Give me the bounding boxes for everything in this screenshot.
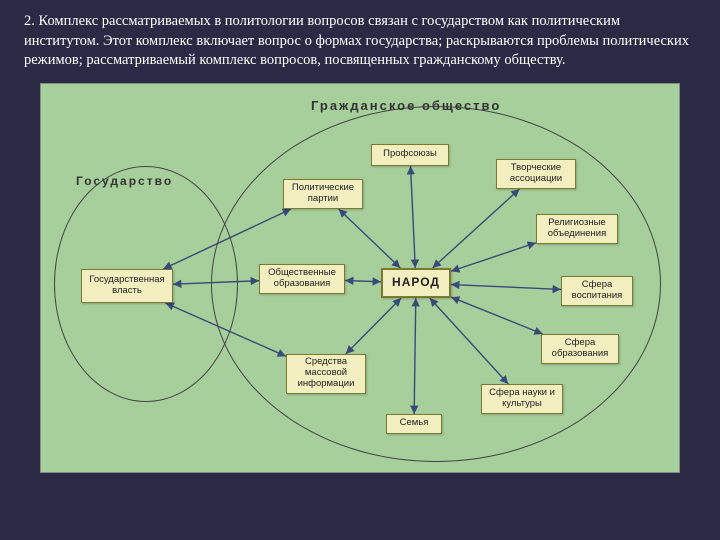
node-creative: Творческие ассоциации <box>496 159 576 189</box>
intro-paragraph: 2. Комплекс рассматриваемых в политологи… <box>0 0 720 79</box>
node-obraz: Общественные образования <box>259 264 345 294</box>
node-relig: Религиозные объединения <box>536 214 618 244</box>
civil-society-label: Гражданское общество <box>311 98 501 113</box>
node-science: Сфера науки и культуры <box>481 384 563 414</box>
node-family: Семья <box>386 414 442 434</box>
node-vosp: Сфера воспитания <box>561 276 633 306</box>
node-profsoyuz: Профсоюзы <box>371 144 449 166</box>
node-gov: Государственная власть <box>81 269 173 303</box>
state-label: Государство <box>76 174 173 188</box>
node-parties: Политические партии <box>283 179 363 209</box>
node-center: НАРОД <box>381 268 451 298</box>
diagram-container: Государство Гражданское общество Государст… <box>40 83 680 473</box>
node-smi: Средства массовой информации <box>286 354 366 394</box>
node-eduSphere: Сфера образования <box>541 334 619 364</box>
slide: 2. Комплекс рассматриваемых в политологи… <box>0 0 720 540</box>
